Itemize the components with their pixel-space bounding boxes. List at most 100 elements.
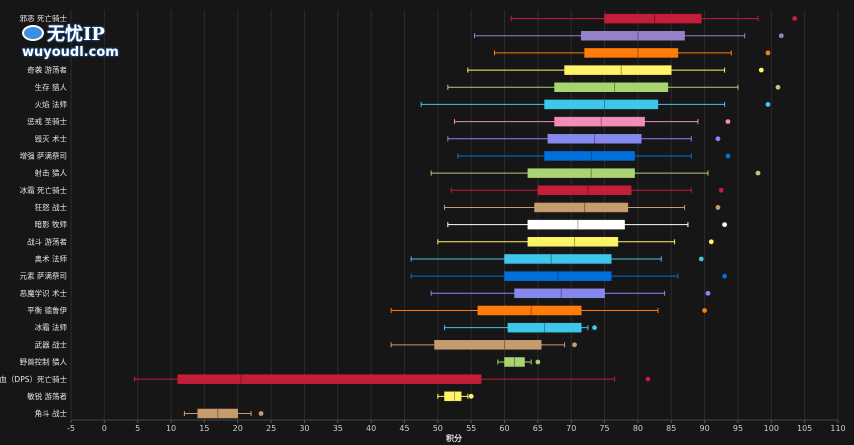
box-11 bbox=[450, 185, 724, 196]
outlier-point bbox=[698, 256, 704, 262]
box-13 bbox=[447, 219, 728, 230]
category-label: 奇袭 游荡者 bbox=[27, 65, 67, 75]
iqr-box bbox=[554, 82, 669, 93]
box-10 bbox=[430, 168, 761, 178]
category-label: 射击 猎人 bbox=[35, 168, 68, 178]
iqr-box bbox=[197, 408, 238, 419]
iqr-box bbox=[504, 254, 612, 264]
outlier-point bbox=[705, 290, 711, 296]
category-label: 增强 萨满祭司 bbox=[20, 151, 67, 161]
category-label: 生存 猎人 bbox=[35, 82, 68, 92]
box-20 bbox=[390, 340, 577, 350]
box-16 bbox=[410, 271, 728, 281]
category-label: 暗影 牧师 bbox=[35, 219, 68, 229]
box-22 bbox=[133, 374, 651, 384]
category-label: 奥术 法师 bbox=[35, 254, 68, 264]
outlier-point bbox=[708, 239, 714, 245]
box-24 bbox=[183, 408, 264, 419]
outlier-point bbox=[792, 16, 798, 21]
outlier-point bbox=[718, 187, 724, 193]
box-14 bbox=[437, 237, 714, 247]
outlier-point bbox=[592, 325, 597, 331]
iqr-box bbox=[554, 116, 645, 127]
category-label: 毁灭 术士 bbox=[35, 133, 68, 143]
watermark-logo-icon bbox=[22, 25, 44, 41]
outlier-point bbox=[775, 84, 781, 90]
category-label: 战斗 游荡者 bbox=[27, 236, 67, 246]
outlier-point bbox=[702, 308, 708, 313]
iqr-box bbox=[507, 322, 582, 333]
iqr-box bbox=[477, 305, 582, 316]
grid-layer bbox=[70, 10, 839, 420]
category-label: 角斗 战士 bbox=[35, 408, 68, 418]
outlier-point bbox=[722, 273, 728, 279]
outlier-point bbox=[258, 411, 264, 416]
outlier-point bbox=[468, 393, 474, 399]
outlier-point bbox=[778, 33, 784, 39]
category-label: 冰霜 法师 bbox=[35, 322, 68, 332]
category-label: 敏锐 游荡者 bbox=[27, 391, 67, 401]
box-layer bbox=[133, 13, 798, 419]
outlier-point bbox=[725, 153, 731, 159]
box-18 bbox=[390, 305, 708, 316]
category-label: 狂怒 战士 bbox=[35, 202, 68, 212]
outlier-point bbox=[722, 222, 728, 228]
box-12 bbox=[443, 202, 721, 213]
category-label: 惩戒 圣骑士 bbox=[27, 116, 67, 126]
outlier-point bbox=[645, 376, 651, 382]
x-tick-label: 60 bbox=[499, 424, 509, 433]
category-label: 元素 萨满祭司 bbox=[20, 271, 67, 281]
iqr-box bbox=[564, 65, 672, 75]
box-17 bbox=[430, 288, 711, 299]
iqr-box bbox=[514, 288, 605, 299]
x-tick-label: 45 bbox=[399, 424, 409, 433]
box-19 bbox=[443, 322, 597, 333]
box-1 bbox=[510, 13, 798, 24]
iqr-box bbox=[444, 391, 462, 402]
x-tick-label: 105 bbox=[797, 424, 812, 433]
iqr-box bbox=[584, 48, 679, 58]
iqr-box bbox=[527, 168, 635, 178]
x-tick-label: 10 bbox=[166, 424, 176, 433]
x-axis-ticks: -5 0 5 10 15 20 25 30 35 40 45 50 55 60 65 70 75 80 85 90 95… bbox=[67, 419, 846, 433]
box-15 bbox=[410, 254, 704, 264]
category-label: 火焰 法师 bbox=[35, 99, 68, 109]
iqr-box bbox=[544, 151, 635, 161]
box-4 bbox=[467, 65, 764, 75]
box-8 bbox=[447, 134, 721, 144]
category-label: 冰霜 死亡骑士 bbox=[20, 185, 68, 195]
category-label: 武器 战士 bbox=[35, 339, 68, 349]
box-21 bbox=[497, 357, 541, 367]
x-tick-label: 65 bbox=[533, 424, 543, 433]
x-tick-label: 95 bbox=[733, 424, 743, 433]
watermark-url: wuyoudl.com bbox=[22, 45, 119, 60]
outlier-point bbox=[758, 67, 764, 73]
x-tick-label: 100 bbox=[764, 424, 779, 433]
x-tick-label: 85 bbox=[666, 424, 676, 433]
x-tick-label: 25 bbox=[266, 424, 276, 433]
x-tick-label: 55 bbox=[466, 424, 476, 433]
iqr-box bbox=[527, 219, 625, 230]
watermark: 无忧IP wuyoudl.com bbox=[22, 20, 119, 60]
iqr-box bbox=[537, 185, 632, 196]
iqr-box bbox=[544, 99, 659, 110]
x-tick-label: 30 bbox=[299, 424, 309, 433]
x-tick-label: 15 bbox=[199, 424, 209, 433]
iqr-box bbox=[534, 202, 629, 213]
category-label: 邪恶 死亡骑士 bbox=[20, 13, 68, 23]
outlier-point bbox=[535, 359, 541, 365]
x-tick-label: 20 bbox=[233, 424, 243, 433]
x-tick-label: 50 bbox=[433, 424, 443, 433]
x-tick-label: 0 bbox=[102, 424, 107, 433]
outlier-point bbox=[715, 136, 721, 142]
x-tick-label: -5 bbox=[67, 424, 75, 433]
iqr-box bbox=[527, 237, 619, 247]
box-2 bbox=[474, 31, 784, 41]
outlier-point bbox=[755, 170, 761, 176]
outlier-point bbox=[572, 342, 577, 348]
box-9 bbox=[457, 151, 731, 161]
category-label: 恶魔学识 术士 bbox=[20, 288, 68, 298]
x-tick-label: 5 bbox=[135, 424, 140, 433]
